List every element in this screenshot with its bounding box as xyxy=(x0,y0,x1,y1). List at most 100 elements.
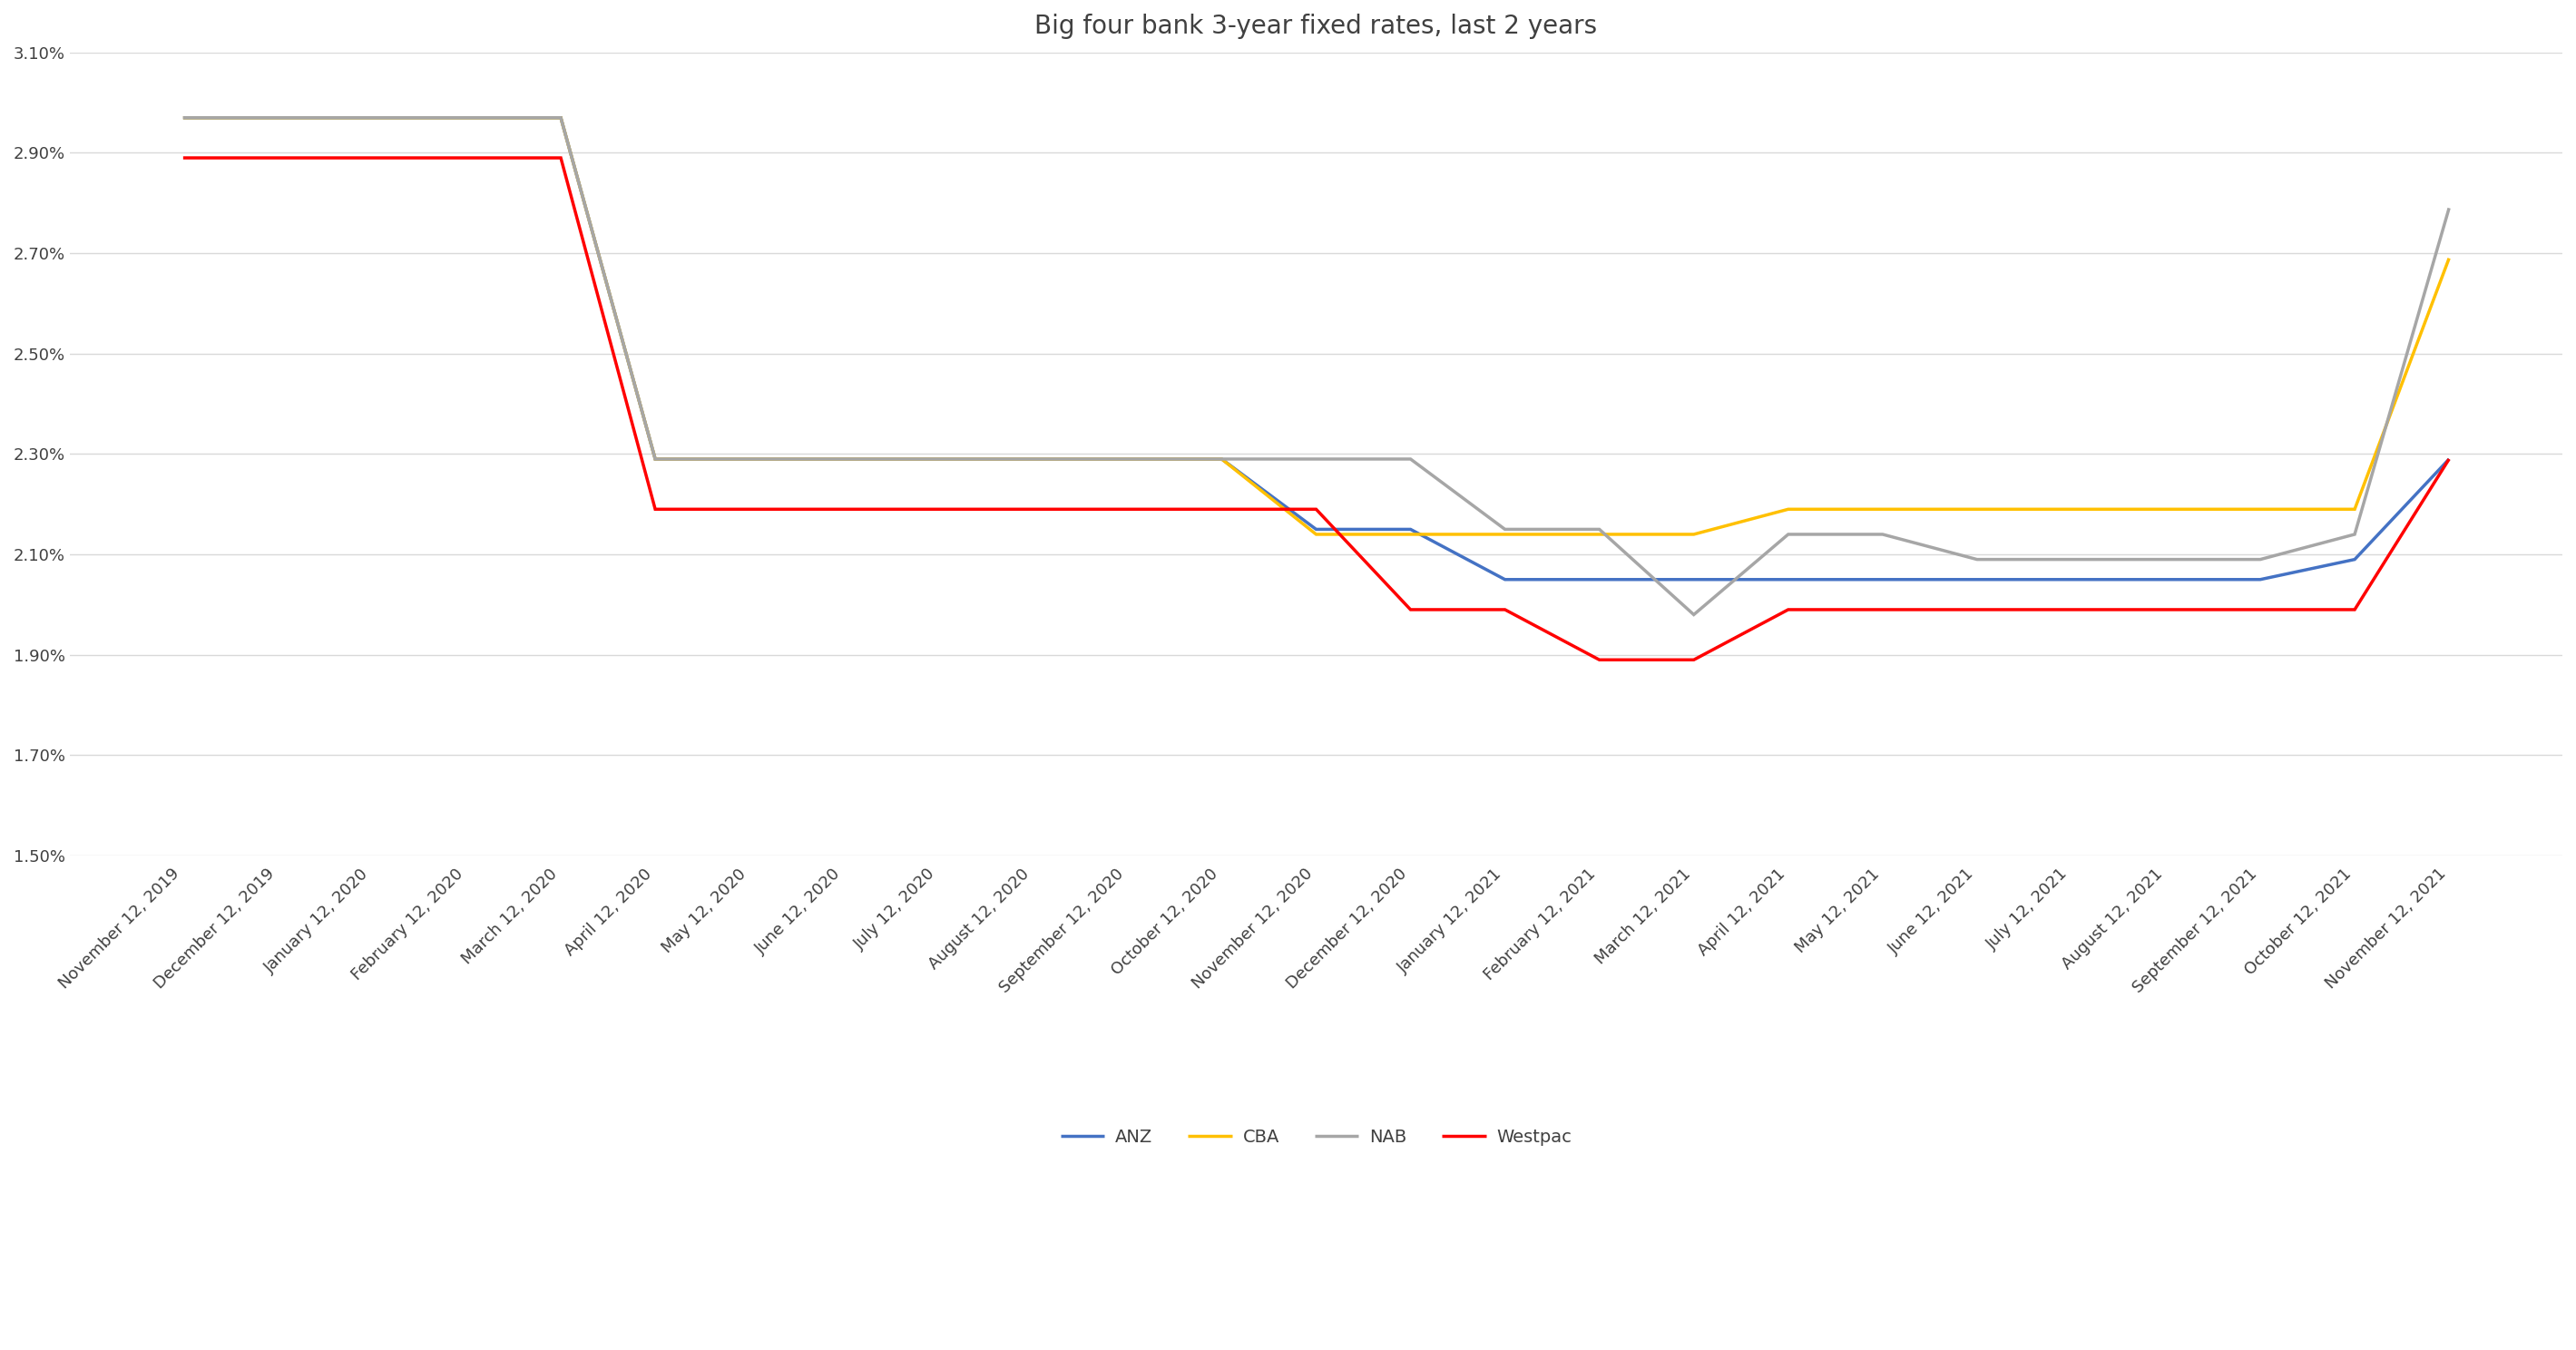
ANZ xyxy=(1960,571,1991,587)
ANZ xyxy=(829,451,860,467)
NAB xyxy=(734,451,765,467)
ANZ xyxy=(1680,571,1710,587)
Westpac xyxy=(1584,652,1615,668)
CBA xyxy=(1680,526,1710,543)
NAB xyxy=(1868,526,1899,543)
Title: Big four bank 3-year fixed rates, last 2 years: Big four bank 3-year fixed rates, last 2… xyxy=(1036,14,1597,39)
ANZ xyxy=(1206,451,1236,467)
NAB xyxy=(2339,526,2370,543)
Westpac xyxy=(1018,501,1048,517)
ANZ xyxy=(1772,571,1803,587)
NAB xyxy=(167,109,198,126)
Westpac xyxy=(355,150,386,166)
NAB xyxy=(1206,451,1236,467)
NAB xyxy=(2056,551,2087,567)
CBA xyxy=(2056,501,2087,517)
NAB xyxy=(1680,606,1710,622)
CBA xyxy=(546,109,577,126)
NAB xyxy=(1489,521,1520,537)
ANZ xyxy=(1489,571,1520,587)
NAB xyxy=(1960,551,1991,567)
CBA xyxy=(1489,526,1520,543)
CBA xyxy=(2339,501,2370,517)
ANZ xyxy=(2244,571,2275,587)
Westpac xyxy=(263,150,294,166)
Westpac xyxy=(1680,652,1710,668)
CBA xyxy=(167,109,198,126)
CBA xyxy=(1868,501,1899,517)
Westpac xyxy=(734,501,765,517)
Westpac xyxy=(1113,501,1144,517)
NAB xyxy=(1301,451,1332,467)
ANZ xyxy=(1301,521,1332,537)
CBA xyxy=(451,109,482,126)
NAB xyxy=(829,451,860,467)
NAB xyxy=(2151,551,2182,567)
ANZ xyxy=(1113,451,1144,467)
ANZ xyxy=(1868,571,1899,587)
Westpac xyxy=(2434,451,2465,467)
Westpac xyxy=(639,501,670,517)
CBA xyxy=(355,109,386,126)
NAB xyxy=(451,109,482,126)
NAB xyxy=(922,451,953,467)
ANZ xyxy=(263,109,294,126)
ANZ xyxy=(1584,571,1615,587)
ANZ xyxy=(734,451,765,467)
NAB xyxy=(355,109,386,126)
NAB xyxy=(1772,526,1803,543)
CBA xyxy=(639,451,670,467)
CBA xyxy=(1960,501,1991,517)
CBA xyxy=(2244,501,2275,517)
NAB xyxy=(2244,551,2275,567)
Westpac xyxy=(167,150,198,166)
Westpac xyxy=(1301,501,1332,517)
ANZ xyxy=(167,109,198,126)
Westpac xyxy=(1489,602,1520,618)
ANZ xyxy=(2339,551,2370,567)
Line: NAB: NAB xyxy=(183,117,2450,614)
NAB xyxy=(2434,200,2465,216)
Legend: ANZ, CBA, NAB, Westpac: ANZ, CBA, NAB, Westpac xyxy=(1054,1122,1579,1153)
CBA xyxy=(1772,501,1803,517)
CBA xyxy=(2151,501,2182,517)
CBA xyxy=(922,451,953,467)
ANZ xyxy=(1018,451,1048,467)
Westpac xyxy=(1868,602,1899,618)
CBA xyxy=(1206,451,1236,467)
ANZ xyxy=(639,451,670,467)
Line: Westpac: Westpac xyxy=(183,158,2450,660)
NAB xyxy=(1018,451,1048,467)
Westpac xyxy=(2339,602,2370,618)
CBA xyxy=(734,451,765,467)
CBA xyxy=(1113,451,1144,467)
Westpac xyxy=(2056,602,2087,618)
CBA xyxy=(263,109,294,126)
CBA xyxy=(829,451,860,467)
ANZ xyxy=(1396,521,1427,537)
Westpac xyxy=(1772,602,1803,618)
NAB xyxy=(1396,451,1427,467)
Westpac xyxy=(546,150,577,166)
CBA xyxy=(1584,526,1615,543)
Westpac xyxy=(1206,501,1236,517)
ANZ xyxy=(355,109,386,126)
ANZ xyxy=(2056,571,2087,587)
Line: ANZ: ANZ xyxy=(183,117,2450,579)
Line: CBA: CBA xyxy=(183,117,2450,535)
NAB xyxy=(546,109,577,126)
Westpac xyxy=(1960,602,1991,618)
CBA xyxy=(1396,526,1427,543)
NAB xyxy=(1584,521,1615,537)
ANZ xyxy=(451,109,482,126)
NAB xyxy=(263,109,294,126)
CBA xyxy=(1301,526,1332,543)
ANZ xyxy=(546,109,577,126)
ANZ xyxy=(2151,571,2182,587)
Westpac xyxy=(451,150,482,166)
Westpac xyxy=(829,501,860,517)
NAB xyxy=(1113,451,1144,467)
Westpac xyxy=(2151,602,2182,618)
Westpac xyxy=(922,501,953,517)
CBA xyxy=(2434,250,2465,266)
